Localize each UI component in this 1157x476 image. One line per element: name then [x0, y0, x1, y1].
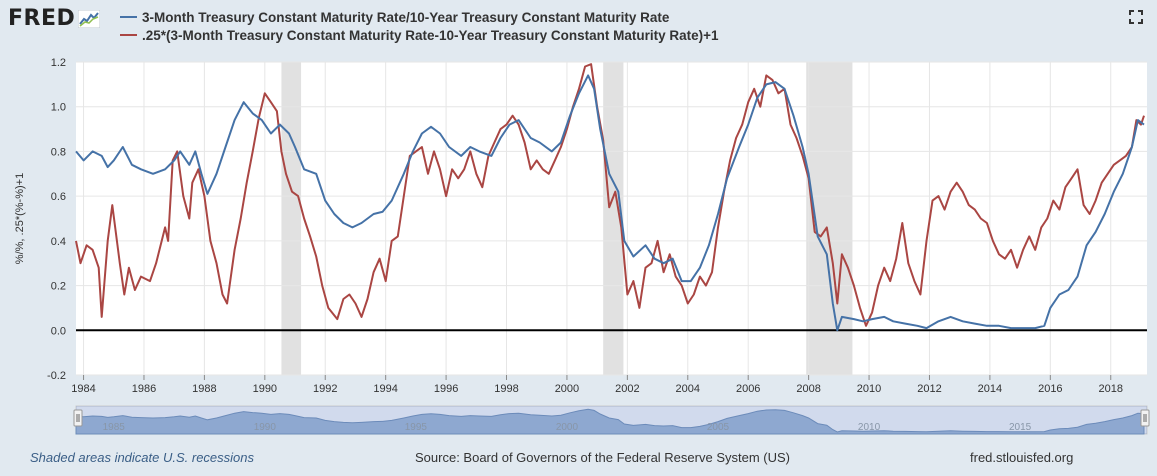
navigator-label: 2005	[707, 422, 730, 433]
x-tick-label: 2012	[917, 383, 941, 395]
x-tick-label: 1992	[313, 383, 337, 395]
legend-label-spread: .25*(3-Month Treasury Constant Maturity …	[142, 27, 719, 43]
x-tick-label: 1996	[434, 383, 458, 395]
x-tick-label: 2014	[978, 383, 1002, 395]
navigator-handle-right[interactable]	[1140, 409, 1150, 427]
x-tick-label: 2004	[676, 383, 700, 395]
navigator-label: 2000	[556, 422, 579, 433]
x-tick-label: 2002	[615, 383, 639, 395]
y-tick-label: 0.0	[51, 325, 66, 337]
chart-legend: 3-Month Treasury Constant Maturity Rate/…	[120, 8, 719, 44]
y-tick-label: 0.2	[51, 281, 66, 293]
y-tick-label: -0.2	[47, 370, 66, 382]
navigator-label: 2015	[1009, 422, 1032, 433]
x-tick-label: 1990	[253, 383, 277, 395]
x-tick-label: 2010	[857, 383, 881, 395]
legend-swatch-blue	[120, 16, 137, 18]
y-tick-label: 0.8	[51, 146, 66, 158]
x-tick-label: 1998	[494, 383, 518, 395]
fred-logo[interactable]: FRED	[8, 6, 101, 31]
series-line-spread[interactable]	[75, 63, 1145, 327]
chart-footer: Shaded areas indicate U.S. recessions So…	[0, 446, 1157, 470]
y-tick-label: 1.0	[51, 102, 66, 114]
navigator-series	[75, 408, 1145, 435]
x-tick-label: 2018	[1099, 383, 1123, 395]
x-tick-label: 1988	[192, 383, 216, 395]
x-tick-label: 1984	[71, 383, 95, 395]
recession-band	[603, 62, 624, 375]
recession-note[interactable]: Shaded areas indicate U.S. recessions	[30, 450, 255, 465]
y-tick-label: 0.4	[51, 236, 66, 248]
series-line-ratio[interactable]	[75, 74, 1145, 332]
navigator-label: 1990	[254, 422, 277, 433]
y-axis-label: %/%, .25*(%-%)+1	[14, 173, 26, 264]
x-tick-label: 2008	[796, 383, 820, 395]
chart-header: FRED 3-Month Treasury Constant Maturity …	[0, 0, 1157, 58]
x-tick-label: 2016	[1038, 383, 1062, 395]
navigator-mask	[76, 406, 1147, 434]
x-tick-label: 1994	[373, 383, 397, 395]
source-note: Source: Board of Governors of the Federa…	[415, 450, 790, 465]
legend-swatch-red	[120, 34, 137, 36]
navigator-label: 1985	[103, 422, 126, 433]
chart-plot: -0.2 0.0 0.2 0.4 0.6 0.8 1.0 1.2 1984 1986 1988 199…	[14, 57, 1150, 435]
x-tick-label: 2000	[555, 383, 579, 395]
navigator-handle-left[interactable]	[73, 409, 83, 427]
legend-item-ratio[interactable]: 3-Month Treasury Constant Maturity Rate/…	[120, 8, 719, 26]
navigator-label: 2010	[858, 422, 881, 433]
fred-logo-text: FRED	[8, 6, 76, 31]
x-tick-label: 1986	[132, 383, 156, 395]
y-tick-label: 0.6	[51, 191, 66, 203]
site-link[interactable]: fred.stlouisfed.org	[970, 450, 1074, 465]
fred-graph-icon	[78, 9, 101, 28]
x-tick-label: 2006	[736, 383, 760, 395]
fullscreen-icon[interactable]	[1129, 10, 1143, 24]
navigator-label: 1995	[405, 422, 428, 433]
y-tick-label: 1.2	[51, 57, 66, 69]
legend-label-ratio: 3-Month Treasury Constant Maturity Rate/…	[142, 9, 670, 25]
recession-band	[281, 62, 302, 375]
legend-item-spread[interactable]: .25*(3-Month Treasury Constant Maturity …	[120, 26, 719, 44]
